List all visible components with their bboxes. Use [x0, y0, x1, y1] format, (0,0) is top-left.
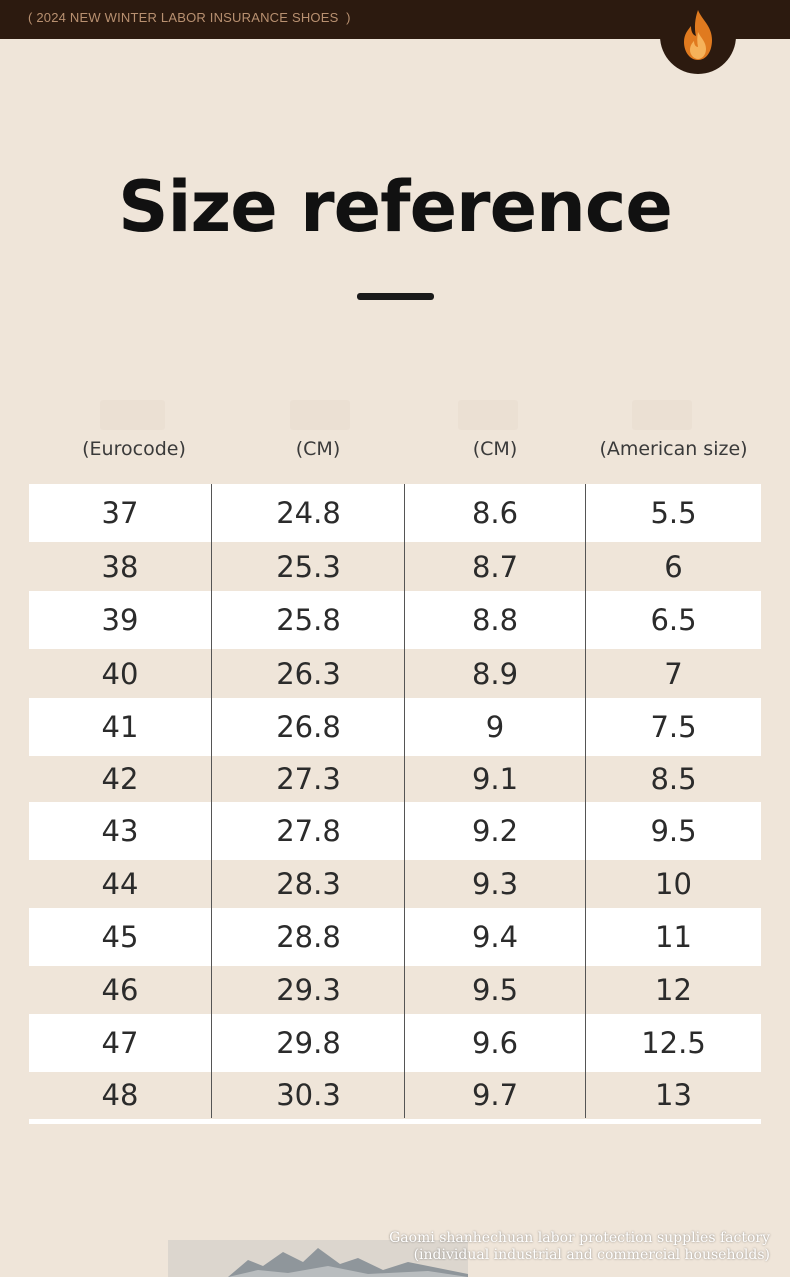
- cell-american-size: 9.5: [650, 814, 697, 848]
- cell-eurocode: 45: [101, 920, 139, 954]
- cell-american-size: 13: [655, 1078, 692, 1112]
- cell-american-size: 5.5: [650, 496, 697, 530]
- company-name: Gaomi shanhechuan labor protection suppl…: [389, 1230, 770, 1246]
- cell-width-cm: 9.2: [471, 814, 519, 848]
- column-header-width-cm: (CM): [472, 438, 518, 460]
- cell-width-cm: 8.8: [471, 603, 519, 637]
- cell-length-cm: 30.3: [276, 1078, 341, 1112]
- table-row: 41 26.8 9 7.5: [29, 698, 761, 756]
- cell-eurocode: 48: [101, 1078, 139, 1112]
- cell-eurocode: 41: [101, 710, 139, 744]
- cell-american-size: 12.5: [641, 1026, 706, 1060]
- table-row: 46 29.3 9.5 12: [29, 966, 761, 1014]
- cell-width-cm: 9.3: [471, 867, 519, 901]
- table-row: 48 30.3 9.7 13: [29, 1072, 761, 1118]
- cell-american-size: 7: [664, 656, 683, 691]
- cell-eurocode: 40: [101, 656, 139, 691]
- cell-width-cm: 9.5: [471, 973, 519, 1007]
- column-divider: [404, 484, 405, 1118]
- table-row: 45 28.8 9.4 11: [29, 908, 761, 966]
- cell-width-cm: 9: [485, 710, 505, 744]
- title-underline: [357, 293, 434, 300]
- header-decoration: [100, 400, 165, 430]
- cell-length-cm: 25.8: [276, 603, 341, 637]
- table-bottom-rule: [29, 1119, 761, 1124]
- cell-length-cm: 29.3: [276, 973, 341, 1007]
- column-header-eurocode: (Eurocode): [82, 438, 186, 460]
- cell-length-cm: 26.8: [276, 710, 341, 744]
- logo-badge: [660, 0, 736, 74]
- table-row: 38 25.3 8.7 6: [29, 542, 761, 591]
- cell-american-size: 12: [655, 973, 692, 1007]
- cell-eurocode: 47: [101, 1026, 139, 1060]
- table-row: 44 28.3 9.3 10: [29, 860, 761, 908]
- column-divider: [585, 484, 586, 1118]
- cell-length-cm: 29.8: [276, 1026, 341, 1060]
- cell-eurocode: 44: [101, 867, 139, 901]
- landscape-photo: [168, 1240, 468, 1277]
- table-row: 47 29.8 9.6 12.5: [29, 1014, 761, 1072]
- cell-eurocode: 46: [101, 973, 139, 1007]
- cell-eurocode: 37: [101, 496, 139, 530]
- cell-length-cm: 25.3: [276, 549, 341, 584]
- cell-eurocode: 38: [101, 549, 139, 584]
- cell-american-size: 8.5: [650, 762, 697, 796]
- table-row: 39 25.8 8.8 6.5: [29, 591, 761, 649]
- cell-length-cm: 27.3: [276, 762, 341, 796]
- banner-text: ( 2024 NEW WINTER LABOR INSURANCE SHOES …: [28, 10, 351, 25]
- company-type: (individual industrial and commercial ho…: [413, 1247, 770, 1263]
- cell-width-cm: 9.6: [471, 1026, 519, 1060]
- cell-american-size: 7.5: [650, 710, 697, 744]
- cell-width-cm: 9.7: [471, 1078, 519, 1112]
- table-row: 40 26.3 8.9 7: [29, 649, 761, 698]
- table-row: 37 24.8 8.6 5.5: [29, 484, 761, 542]
- cell-width-cm: 8.7: [471, 549, 519, 584]
- cell-eurocode: 42: [101, 762, 139, 796]
- flame-icon: [684, 10, 712, 60]
- cell-american-size: 10: [655, 867, 692, 901]
- cell-american-size: 11: [655, 920, 692, 954]
- cell-length-cm: 24.8: [276, 496, 341, 530]
- cell-width-cm: 8.9: [471, 656, 519, 691]
- column-header-american-size: (American size): [599, 438, 748, 460]
- table-row: 43 27.8 9.2 9.5: [29, 802, 761, 860]
- cell-width-cm: 9.4: [471, 920, 519, 954]
- column-header-length-cm: (CM): [295, 438, 341, 460]
- header-decoration: [290, 400, 350, 430]
- cell-length-cm: 28.8: [276, 920, 341, 954]
- header-decoration: [458, 400, 518, 430]
- cell-width-cm: 8.6: [471, 496, 519, 530]
- company-credit: Gaomi shanhechuan labor protection suppl…: [389, 1230, 770, 1264]
- cell-length-cm: 28.3: [276, 867, 341, 901]
- cell-width-cm: 9.1: [471, 762, 519, 796]
- cell-eurocode: 39: [101, 603, 139, 637]
- cell-american-size: 6.5: [650, 603, 697, 637]
- header-decoration: [632, 400, 692, 430]
- page-title: Size reference: [118, 166, 673, 248]
- cell-american-size: 6: [664, 549, 683, 584]
- top-banner: ( 2024 NEW WINTER LABOR INSURANCE SHOES …: [0, 0, 790, 39]
- cell-eurocode: 43: [101, 814, 139, 848]
- table-row: 42 27.3 9.1 8.5: [29, 756, 761, 802]
- column-divider: [211, 484, 212, 1118]
- cell-length-cm: 26.3: [276, 656, 341, 691]
- cell-length-cm: 27.8: [276, 814, 341, 848]
